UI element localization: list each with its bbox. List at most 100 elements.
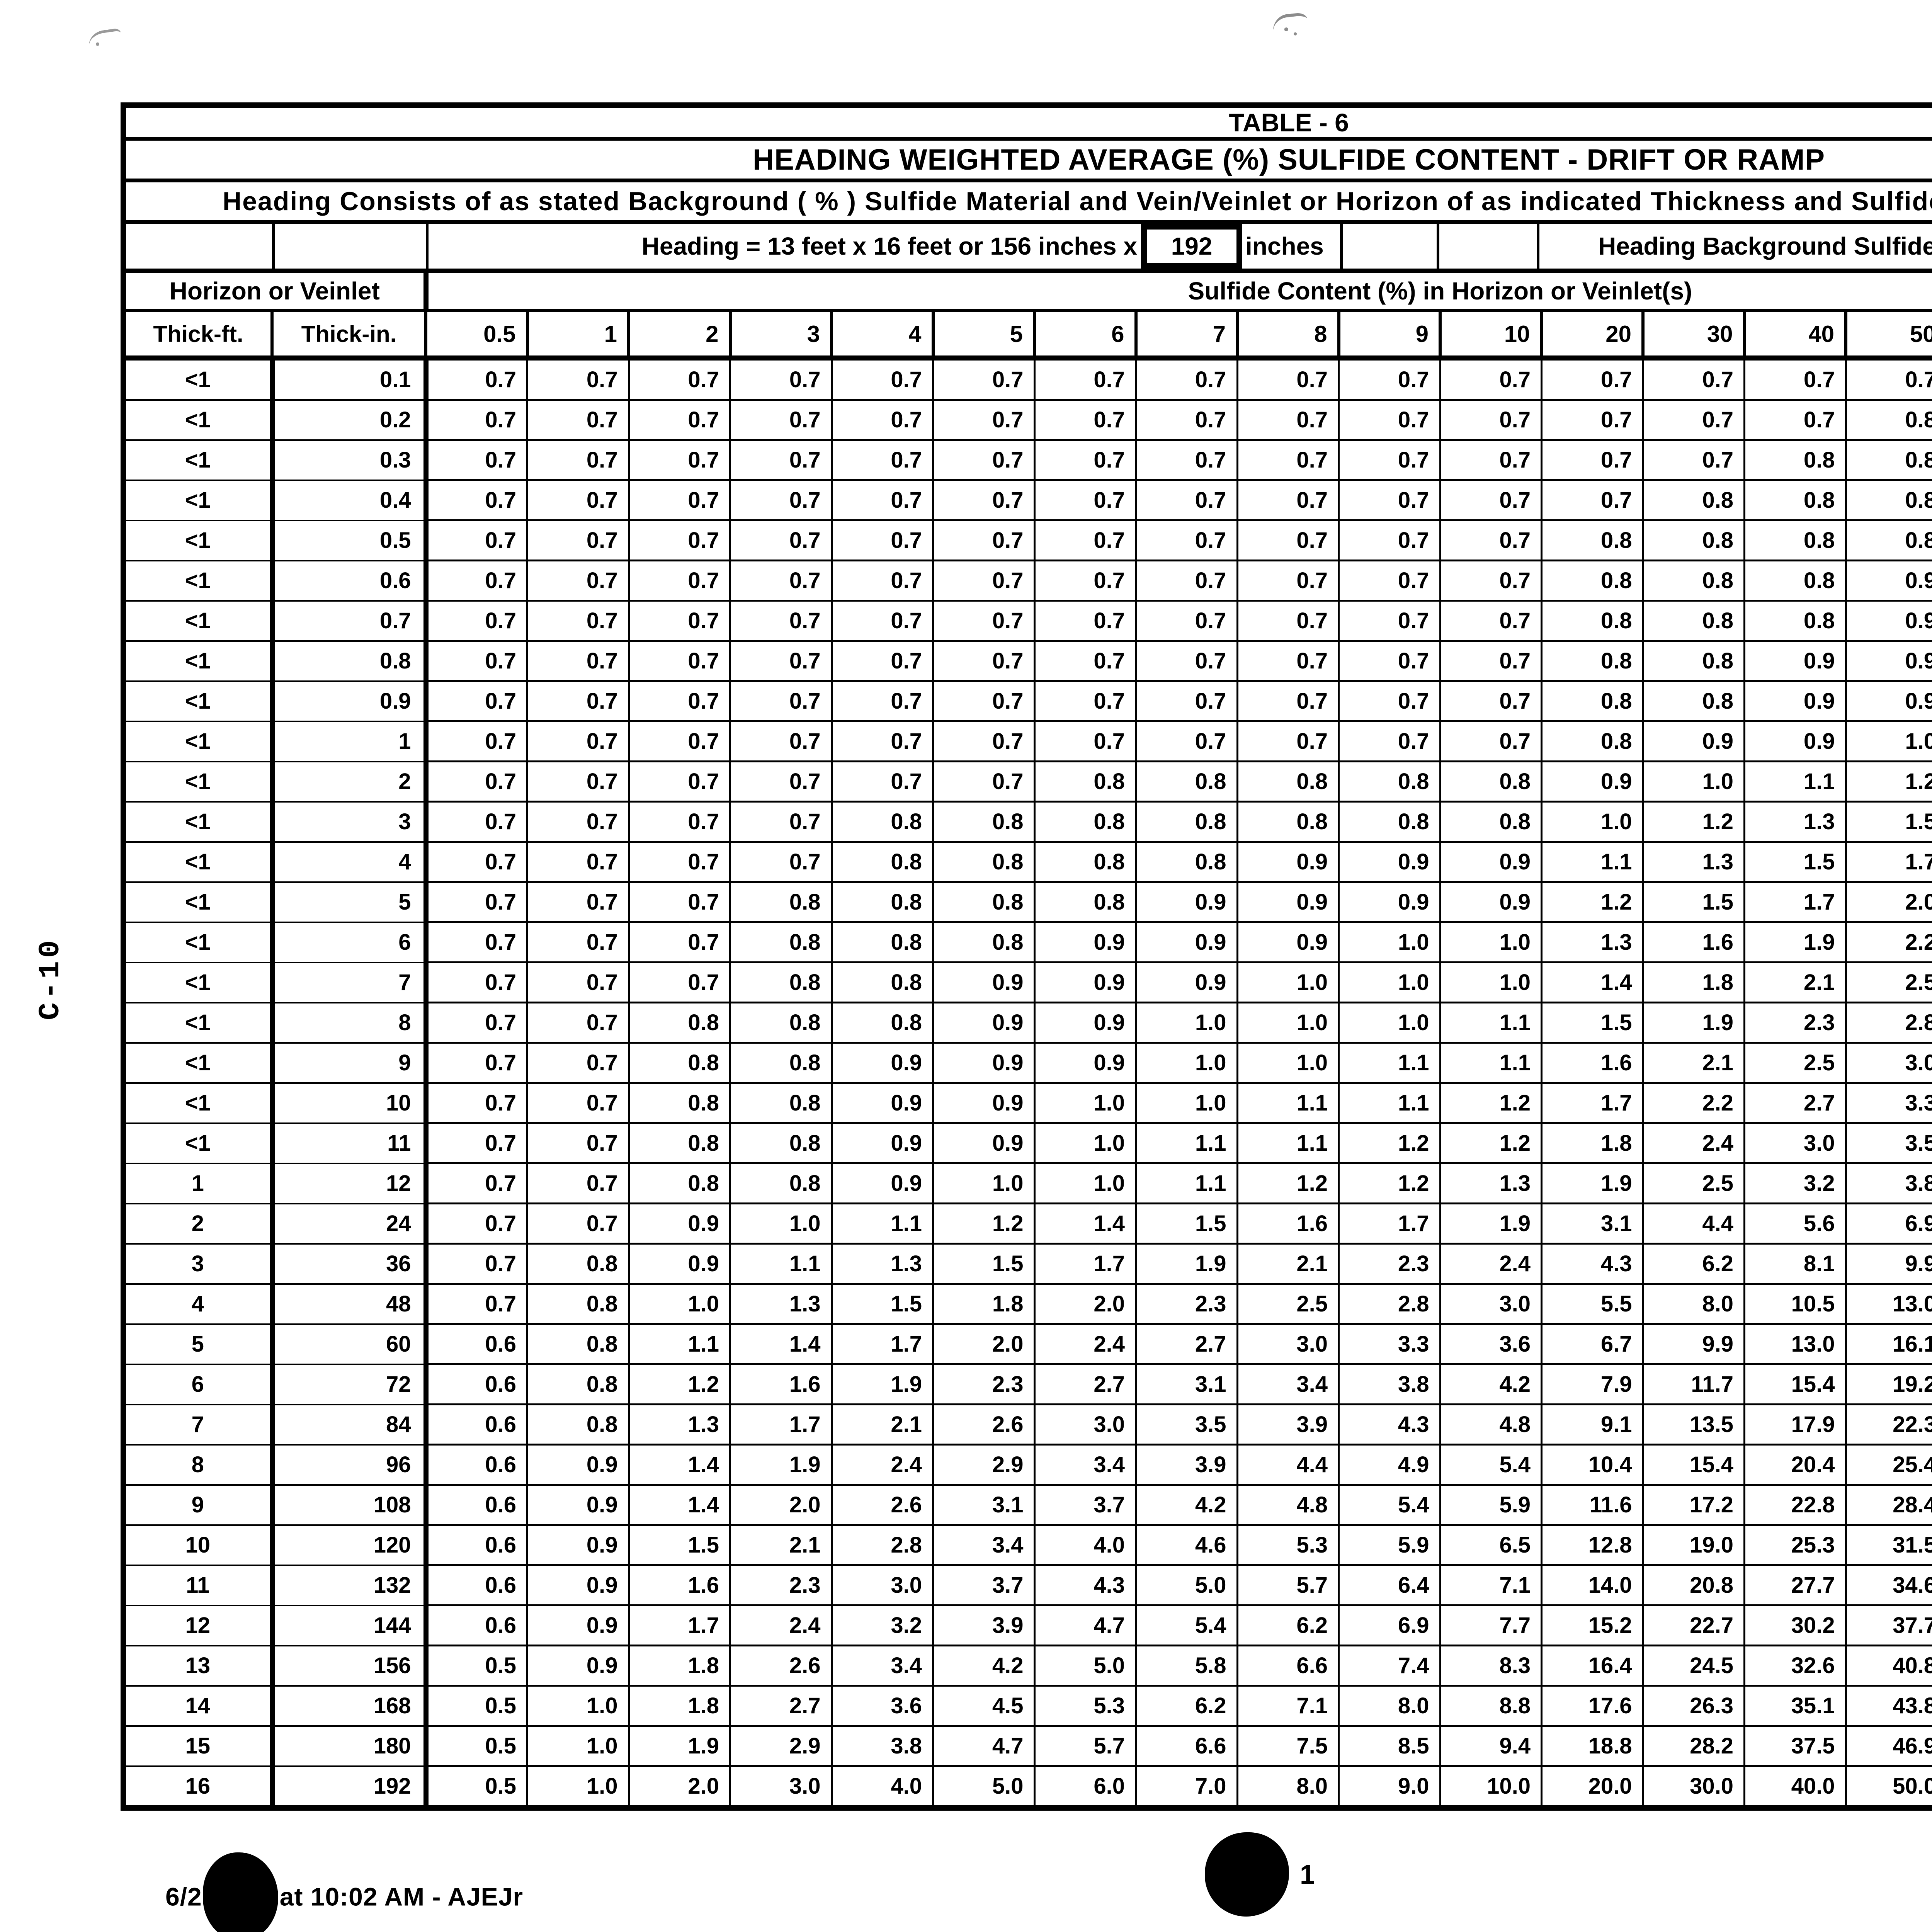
- sulfide-value-cell: 0.7: [1033, 560, 1137, 602]
- sulfide-value-cell: 2.8: [1845, 1002, 1932, 1044]
- sulfide-value-cell: 0.9: [1236, 841, 1340, 883]
- thick-in-cell: 1: [271, 720, 429, 762]
- sulfide-value-cell: 1.0: [1135, 1002, 1238, 1044]
- sulfide-value-cell: 5.9: [1338, 1524, 1441, 1566]
- sulfide-value-cell: 22.8: [1743, 1484, 1847, 1526]
- heading-formula-label: Heading = 13 feet x 16 feet or 156 inche…: [641, 232, 1137, 260]
- sulfide-value-cell: 8.0: [1642, 1283, 1745, 1325]
- sulfide-value-cell: 1.9: [628, 1725, 731, 1767]
- sulfide-value-cell: 0.6: [425, 1323, 528, 1365]
- sulfide-value-cell: 2.1: [1236, 1243, 1340, 1285]
- sulfide-value-cell: 3.0: [1033, 1403, 1137, 1446]
- sulfide-value-cell: 3.0: [729, 1765, 833, 1809]
- sulfide-value-cell: 14.0: [1541, 1564, 1644, 1606]
- sulfide-value-cell: 0.7: [425, 600, 528, 642]
- thick-ft-cell: <1: [122, 1042, 275, 1084]
- sulfide-value-cell: 0.8: [830, 961, 934, 1003]
- sulfide-value-cell: 1.9: [1642, 1002, 1745, 1044]
- thick-ft-cell: <1: [122, 479, 275, 521]
- thick-ft-cell: 13: [122, 1645, 275, 1687]
- sulfide-value-cell: 2.3: [1338, 1243, 1441, 1285]
- sulfide-value-cell: 3.0: [1236, 1323, 1340, 1365]
- sulfide-value-cell: 8.1: [1743, 1243, 1847, 1285]
- table-row: 9 108 0.6 0.9 1.4 2.0 2.6 3.1 3.7 4.2 4.8 5.4 5.9 11.…: [122, 1484, 1932, 1526]
- sulfide-value-cell: 17.2: [1642, 1484, 1745, 1526]
- thick-in-cell: 108: [271, 1484, 429, 1526]
- table-row: <1 10 0.7 0.7 0.8 0.8 0.9 0.9 1.0 1.0 1.1 1.1 1.2 1.7…: [122, 1082, 1932, 1124]
- sulfide-value-cell: 0.8: [526, 1363, 630, 1405]
- sulfide-value-cell: 1.1: [1541, 841, 1644, 883]
- table-row: 4 48 0.7 0.8 1.0 1.3 1.5 1.8 2.0 2.3 2.5 2.8 3.0 5.5 8…: [122, 1283, 1932, 1325]
- sulfide-value-cell: 0.9: [1743, 640, 1847, 682]
- sulfide-value-cell: 0.8: [1033, 801, 1137, 843]
- sulfide-value-cell: 0.7: [932, 720, 1036, 762]
- sulfide-value-cell: 0.6: [425, 1524, 528, 1566]
- sulfide-value-cell: 2.7: [729, 1685, 833, 1727]
- sulfide-value-cell: 19.2: [1845, 1363, 1932, 1405]
- sulfide-value-cell: 0.7: [1439, 439, 1543, 481]
- sulfide-value-cell: 0.7: [1135, 399, 1238, 441]
- table-row: <1 5 0.7 0.7 0.7 0.8 0.8 0.8 0.8 0.9 0.9 0.9 0.9 1.2 1…: [122, 881, 1932, 923]
- thick-ft-cell: 6: [122, 1363, 275, 1405]
- thick-ft-cell: <1: [122, 560, 275, 602]
- sulfide-value-cell: 34.6: [1845, 1564, 1932, 1606]
- sulfide-value-cell: 0.7: [1033, 600, 1137, 642]
- sulfide-value-cell: 1.2: [932, 1202, 1036, 1245]
- sulfide-value-cell: 0.8: [1743, 560, 1847, 602]
- sulfide-value-cell: 0.8: [1642, 560, 1745, 602]
- timestamp-date: 6/2: [165, 1882, 202, 1911]
- thick-ft-cell: <1: [122, 519, 275, 561]
- sulfide-value-cell: 0.7: [830, 600, 934, 642]
- sulfide-value-cell: 15.4: [1642, 1444, 1745, 1486]
- sulfide-value-cell: 2.9: [932, 1444, 1036, 1486]
- sulfide-value-cell: 0.7: [526, 479, 630, 521]
- table-row: 3 36 0.7 0.8 0.9 1.1 1.3 1.5 1.7 1.9 2.1 2.3 2.4 4.3 6…: [122, 1243, 1932, 1285]
- sulfide-value-cell: 3.2: [830, 1604, 934, 1646]
- sulfide-value-cell: 1.5: [1135, 1202, 1238, 1245]
- sulfide-value-cell: 1.5: [830, 1283, 934, 1325]
- sulfide-value-cell: 0.7: [1033, 479, 1137, 521]
- thick-ft-cell: <1: [122, 881, 275, 923]
- thick-ft-cell: 12: [122, 1604, 275, 1646]
- sulfide-value-cell: 0.8: [729, 1002, 833, 1044]
- sulfide-column-header: 50: [1844, 310, 1932, 361]
- thick-in-cell: 5: [271, 881, 429, 923]
- sulfide-value-cell: 1.0: [526, 1685, 630, 1727]
- sulfide-value-cell: 3.6: [830, 1685, 934, 1727]
- sulfide-value-cell: 0.7: [628, 841, 731, 883]
- sulfide-value-cell: 0.7: [1338, 399, 1441, 441]
- page-number-value: 1: [1300, 1859, 1315, 1889]
- table-row: 6 72 0.6 0.8 1.2 1.6 1.9 2.3 2.7 3.1 3.4 3.8 4.2 7.9 1…: [122, 1363, 1932, 1405]
- sulfide-value-cell: 0.7: [1541, 357, 1644, 401]
- thick-ft-cell: 11: [122, 1564, 275, 1606]
- sulfide-value-cell: 0.6: [425, 1604, 528, 1646]
- sulfide-value-cell: 10.4: [1541, 1444, 1644, 1486]
- column-header-row: Thick-ft. Thick-in. 0.5 1 2 3 4 5 6 7 8 9 10 20 30 40…: [122, 310, 1932, 361]
- sulfide-value-cell: 0.8: [729, 881, 833, 923]
- sulfide-value-cell: 0.7: [1439, 640, 1543, 682]
- sulfide-value-cell: 35.1: [1743, 1685, 1847, 1727]
- sulfide-value-cell: 0.7: [425, 357, 528, 401]
- table-row: <1 0.9 0.7 0.7 0.7 0.7 0.7 0.7 0.7 0.7 0.7 0.7 0.7 0.…: [122, 680, 1932, 722]
- sulfide-value-cell: 0.7: [932, 760, 1036, 803]
- sulfide-value-cell: 0.7: [1135, 519, 1238, 561]
- sulfide-value-cell: 1.1: [1439, 1042, 1543, 1084]
- table-body: <1 0.1 0.7 0.7 0.7 0.7 0.7 0.7 0.7 0.7 0.7 0.7 0.7 0.…: [122, 357, 1932, 1809]
- sulfide-value-cell: 0.8: [526, 1243, 630, 1285]
- sulfide-value-cell: 17.6: [1541, 1685, 1644, 1727]
- sulfide-value-cell: 1.3: [1642, 841, 1745, 883]
- sulfide-value-cell: 0.7: [425, 760, 528, 803]
- sulfide-value-cell: 0.8: [1642, 640, 1745, 682]
- sulfide-value-cell: 2.5: [1236, 1283, 1340, 1325]
- thick-in-cell: 24: [271, 1202, 429, 1245]
- sulfide-value-cell: 1.0: [1135, 1082, 1238, 1124]
- sulfide-value-cell: 0.9: [1541, 760, 1644, 803]
- sulfide-value-cell: 20.8: [1642, 1564, 1745, 1606]
- sulfide-value-cell: 1.2: [1845, 760, 1932, 803]
- sulfide-value-cell: 1.0: [1338, 961, 1441, 1003]
- heading-parameters: Heading = 13 feet x 16 feet or 156 inche…: [126, 224, 1932, 267]
- sulfide-value-cell: 0.7: [1338, 479, 1441, 521]
- sulfide-value-cell: 4.7: [932, 1725, 1036, 1767]
- table-number-row: TABLE - 6: [122, 104, 1932, 141]
- sulfide-value-cell: 0.8: [830, 1002, 934, 1044]
